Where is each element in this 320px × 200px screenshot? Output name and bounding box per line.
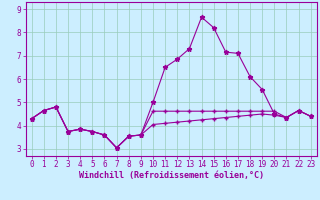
X-axis label: Windchill (Refroidissement éolien,°C): Windchill (Refroidissement éolien,°C) [79, 171, 264, 180]
